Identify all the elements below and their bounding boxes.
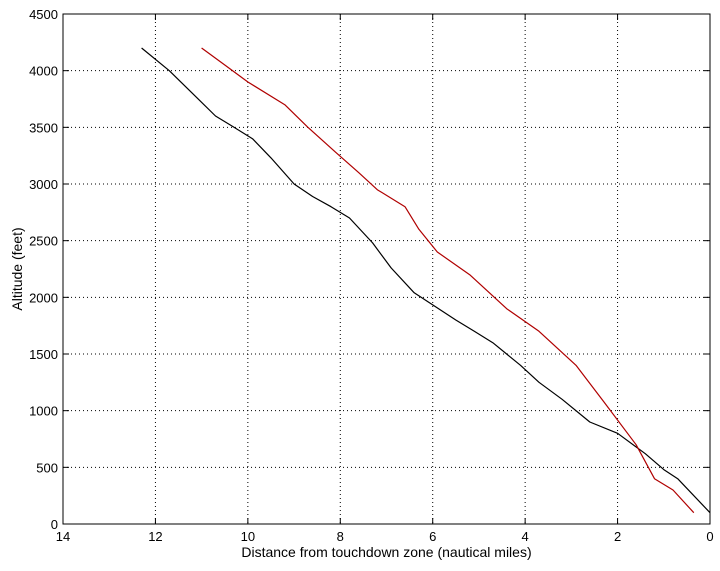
- y-tick-label: 3000: [29, 177, 58, 192]
- plot-frame: [62, 13, 711, 525]
- y-tick-label: 0: [51, 517, 58, 532]
- x-tick-label: 10: [241, 529, 255, 544]
- x-axis-label: Distance from touchdown zone (nautical m…: [241, 544, 531, 560]
- x-tick-label: 0: [706, 529, 713, 544]
- y-axis-label: Altitude (feet): [9, 227, 25, 310]
- grid-lines: [63, 14, 710, 524]
- x-tick-label: 2: [614, 529, 621, 544]
- y-tick-label: 3500: [29, 120, 58, 135]
- y-tick-label: 500: [36, 460, 58, 475]
- series-line-2: [201, 47, 695, 514]
- x-tick-label: 6: [429, 529, 436, 544]
- x-tick-label: 4: [522, 529, 529, 544]
- series-lines: [141, 47, 711, 514]
- y-tick-label: 4500: [29, 7, 58, 22]
- y-tick-label: 4000: [29, 64, 58, 79]
- y-tick-label: 1000: [29, 404, 58, 419]
- series-line-1: [141, 47, 711, 514]
- axis-ticks: 14 12 10 8 6 4 2 0 0 500 1000 1500 2000 2500 3000 3500 4…: [29, 7, 714, 544]
- y-tick-label: 2000: [29, 290, 58, 305]
- x-tick-label: 8: [337, 529, 344, 544]
- x-tick-label: 14: [56, 529, 70, 544]
- x-tick-label: 12: [148, 529, 162, 544]
- y-tick-label: 2500: [29, 234, 58, 249]
- y-tick-label: 1500: [29, 347, 58, 362]
